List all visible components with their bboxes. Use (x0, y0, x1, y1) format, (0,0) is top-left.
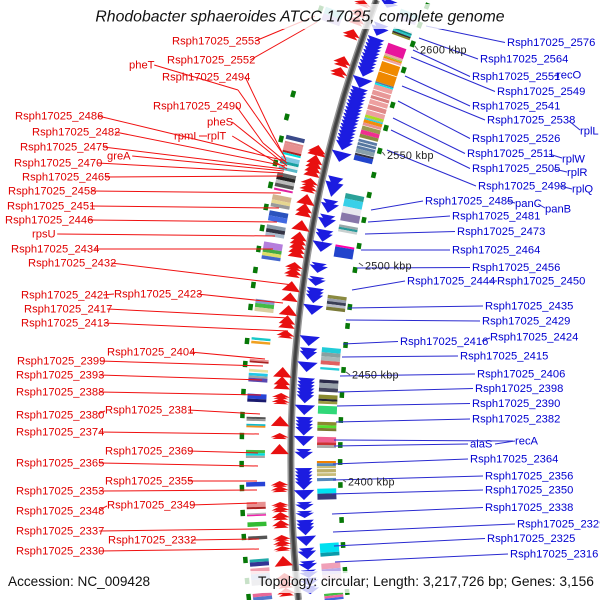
svg-text:Rsph17025_2355: Rsph17025_2355 (105, 476, 193, 488)
svg-text:panB: panB (545, 204, 571, 216)
svg-text:Rsph17025_2416: Rsph17025_2416 (400, 336, 488, 348)
svg-text:Rsph17025_2434: Rsph17025_2434 (11, 244, 99, 256)
svg-text:2600 kbp: 2600 kbp (420, 45, 467, 57)
svg-text:Rsph17025_2475: Rsph17025_2475 (20, 142, 108, 154)
svg-text:rplR: rplR (567, 167, 588, 179)
svg-text:Rsph17025_2494: Rsph17025_2494 (162, 72, 250, 84)
svg-text:Rsph17025_2398: Rsph17025_2398 (475, 383, 563, 395)
svg-text:rplW: rplW (562, 154, 585, 166)
svg-text:pheT: pheT (129, 60, 155, 72)
svg-text:greA: greA (107, 151, 131, 163)
svg-text:Rsph17025_2364: Rsph17025_2364 (470, 454, 558, 466)
svg-text:Rsph17025_2465: Rsph17025_2465 (22, 172, 110, 184)
svg-text:Rsph17025_2482: Rsph17025_2482 (32, 127, 120, 139)
svg-text:Rsph17025_2451: Rsph17025_2451 (7, 201, 95, 213)
svg-text:Rsph17025_2337: Rsph17025_2337 (16, 526, 104, 538)
svg-text:Rsph17025_2390: Rsph17025_2390 (472, 398, 560, 410)
svg-text:Rsph17025_2353: Rsph17025_2353 (16, 486, 104, 498)
svg-text:panC: panC (515, 198, 542, 210)
svg-text:Rsph17025_2486: Rsph17025_2486 (15, 111, 103, 123)
svg-text:Accession: NC_009428: Accession: NC_009428 (8, 574, 150, 589)
svg-text:Rsph17025_2576: Rsph17025_2576 (507, 37, 595, 49)
svg-text:rpsU: rpsU (32, 229, 56, 241)
svg-text:Rsph17025_2421: Rsph17025_2421 (21, 290, 109, 302)
svg-text:rplL: rplL (580, 126, 599, 138)
svg-text:alaS: alaS (470, 439, 492, 451)
svg-text:Rsph17025_2470: Rsph17025_2470 (14, 158, 102, 170)
svg-text:Rsph17025_2381: Rsph17025_2381 (105, 405, 193, 417)
svg-text:Rsph17025_2551: Rsph17025_2551 (472, 71, 560, 83)
svg-text:2500 kbp: 2500 kbp (365, 261, 412, 273)
svg-text:Rsph17025_2369: Rsph17025_2369 (105, 446, 193, 458)
svg-text:Rsph17025_2541: Rsph17025_2541 (472, 101, 560, 113)
svg-text:Rsph17025_2382: Rsph17025_2382 (472, 414, 560, 426)
svg-text:Rsph17025_2417: Rsph17025_2417 (24, 304, 112, 316)
svg-text:recA: recA (515, 436, 539, 448)
svg-text:Rsph17025_2473: Rsph17025_2473 (457, 226, 545, 238)
svg-text:Rsph17025_2526: Rsph17025_2526 (472, 133, 560, 145)
svg-text:Rsph17025_2444: Rsph17025_2444 (407, 276, 495, 288)
svg-text:Rsph17025_2350: Rsph17025_2350 (485, 485, 573, 497)
svg-text:Rsph17025_2538: Rsph17025_2538 (487, 115, 575, 127)
svg-text:rplQ: rplQ (572, 184, 593, 196)
svg-text:Rsph17025_2505: Rsph17025_2505 (472, 163, 560, 175)
svg-text:recO: recO (557, 70, 582, 82)
svg-text:Rsph17025_2485: Rsph17025_2485 (425, 196, 513, 208)
svg-text:Rsph17025_2464: Rsph17025_2464 (452, 245, 540, 257)
svg-text:Rsph17025_2564: Rsph17025_2564 (480, 54, 568, 66)
svg-text:Rsph17025_2429: Rsph17025_2429 (482, 316, 570, 328)
svg-text:Rsph17025_2365: Rsph17025_2365 (16, 458, 104, 470)
svg-text:Rsph17025_2446: Rsph17025_2446 (5, 215, 93, 227)
svg-text:Rsph17025_2458: Rsph17025_2458 (8, 186, 96, 198)
svg-text:Rsph17025_2435: Rsph17025_2435 (485, 301, 573, 313)
svg-text:Rsph17025_2330: Rsph17025_2330 (16, 546, 104, 558)
svg-text:2450 kbp: 2450 kbp (352, 370, 399, 382)
svg-text:Rsph17025_2316: Rsph17025_2316 (510, 549, 598, 561)
svg-text:Rsph17025_2349: Rsph17025_2349 (107, 500, 195, 512)
svg-text:Rsph17025_2393: Rsph17025_2393 (16, 370, 104, 382)
svg-text:Rsph17025_2325: Rsph17025_2325 (487, 533, 575, 545)
svg-text:Rsph17025_2374: Rsph17025_2374 (16, 427, 104, 439)
svg-text:Rsph17025_2380: Rsph17025_2380 (16, 410, 104, 422)
svg-text:Rsph17025_2332: Rsph17025_2332 (108, 535, 196, 547)
svg-text:Rsph17025_2553: Rsph17025_2553 (172, 36, 260, 48)
svg-text:Rsph17025_2348: Rsph17025_2348 (16, 506, 104, 518)
svg-text:Rsph17025_2549: Rsph17025_2549 (497, 86, 585, 98)
svg-text:Rsph17025_2424: Rsph17025_2424 (490, 332, 578, 344)
svg-text:Rsph17025_2415: Rsph17025_2415 (460, 351, 548, 363)
svg-text:Rsph17025_2338: Rsph17025_2338 (485, 502, 573, 514)
svg-text:Rsph17025_2490: Rsph17025_2490 (153, 101, 241, 113)
svg-text:pheS: pheS (207, 117, 233, 129)
svg-text:Rsph17025_2552: Rsph17025_2552 (167, 55, 255, 67)
svg-text:2400 kbp: 2400 kbp (348, 477, 395, 489)
svg-text:Rsph17025_2406: Rsph17025_2406 (477, 369, 565, 381)
svg-text:Rsph17025_2329: Rsph17025_2329 (517, 519, 600, 531)
svg-text:Rsph17025_2456: Rsph17025_2456 (472, 262, 560, 274)
svg-text:2550 kbp: 2550 kbp (387, 150, 434, 162)
svg-text:Rsph17025_2423: Rsph17025_2423 (114, 289, 202, 301)
svg-text:Rsph17025_2481: Rsph17025_2481 (452, 211, 540, 223)
svg-text:Rhodobacter sphaeroides ATCC 1: Rhodobacter sphaeroides ATCC 17025, comp… (95, 9, 504, 26)
svg-text:Rsph17025_2450: Rsph17025_2450 (497, 276, 585, 288)
svg-text:Rsph17025_2388: Rsph17025_2388 (16, 387, 104, 399)
svg-text:Topology: circular; Length: 3,: Topology: circular; Length: 3,217,726 bp… (258, 574, 594, 589)
svg-text:rplT: rplT (207, 131, 226, 143)
svg-text:Rsph17025_2432: Rsph17025_2432 (28, 258, 116, 270)
svg-text:Rsph17025_2413: Rsph17025_2413 (21, 318, 109, 330)
svg-text:Rsph17025_2511: Rsph17025_2511 (467, 148, 555, 160)
svg-text:Rsph17025_2404: Rsph17025_2404 (107, 347, 195, 359)
svg-text:Rsph17025_2498: Rsph17025_2498 (478, 181, 566, 193)
svg-text:Rsph17025_2399: Rsph17025_2399 (17, 356, 105, 368)
svg-text:Rsph17025_2356: Rsph17025_2356 (485, 471, 573, 483)
